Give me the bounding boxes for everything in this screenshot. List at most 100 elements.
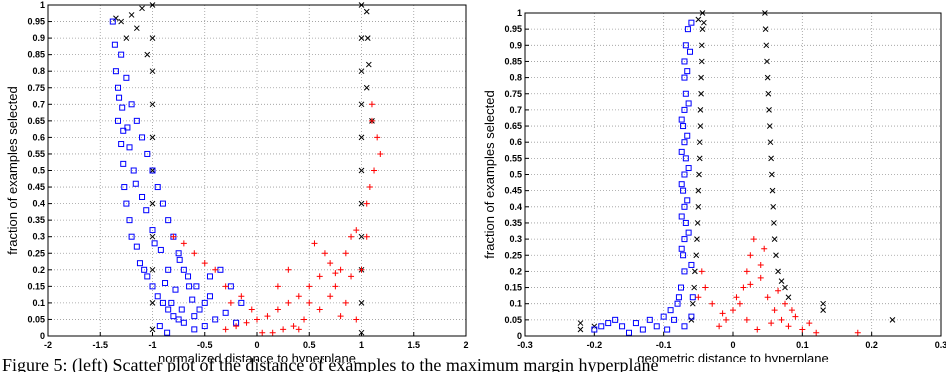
x-marker (820, 300, 826, 307)
plus-marker (201, 260, 208, 267)
square-marker (133, 117, 140, 124)
square-marker (681, 323, 688, 330)
plus-marker (290, 323, 297, 330)
x-marker (358, 200, 365, 207)
plus-marker (254, 316, 260, 323)
square-marker (639, 326, 646, 333)
square-marker (165, 306, 172, 313)
left-y-tick-label: 0.4 (32, 199, 45, 209)
square-marker (212, 316, 219, 323)
square-marker (598, 323, 605, 330)
x-marker (689, 300, 696, 307)
x-marker (149, 35, 156, 41)
x-marker (149, 167, 156, 174)
square-marker (688, 313, 695, 320)
left-y-tick-label: 0 (40, 331, 45, 341)
plus-marker (747, 281, 754, 288)
square-marker (206, 273, 213, 280)
square-marker (119, 104, 126, 111)
right-y-tick-label: 0.3 (509, 234, 522, 244)
x-marker (139, 5, 145, 12)
plus-marker (771, 307, 778, 314)
plus-marker (348, 233, 355, 240)
square-marker (681, 203, 688, 210)
x-marker (149, 101, 156, 108)
x-marker (577, 326, 584, 333)
x-marker (698, 42, 705, 49)
square-marker (685, 229, 692, 236)
plus-marker (285, 266, 292, 273)
square-marker (681, 58, 688, 65)
square-marker (126, 217, 133, 224)
left-y-tick-label: 0.3 (32, 232, 45, 242)
plus-marker (353, 316, 360, 323)
plus-marker (702, 284, 709, 291)
plus-marker (327, 293, 334, 300)
square-marker (115, 84, 122, 91)
plus-marker (274, 283, 281, 290)
x-marker (782, 284, 788, 291)
square-marker (689, 294, 696, 301)
plus-marker (227, 299, 234, 306)
plus-marker (368, 117, 375, 124)
x-marker (363, 84, 370, 91)
x-marker (358, 134, 365, 141)
plus-marker (757, 261, 764, 268)
plus-marker (332, 283, 339, 290)
right-y-tick-label: 0.2 (509, 266, 522, 276)
x-marker (365, 61, 372, 68)
square-marker (143, 207, 150, 214)
x-marker (820, 307, 826, 314)
x-marker (785, 294, 792, 301)
square-marker (681, 106, 688, 113)
x-marker (358, 68, 365, 75)
x-marker (697, 107, 704, 113)
square-marker (144, 273, 151, 280)
square-marker (688, 261, 695, 268)
square-marker (664, 326, 671, 333)
square-marker (682, 155, 689, 162)
plus-marker (337, 313, 344, 320)
square-marker (619, 323, 626, 330)
square-marker (118, 51, 125, 58)
square-marker (626, 329, 632, 336)
right-y-tick-label: 0.7 (509, 105, 522, 115)
left-series-plus (170, 101, 384, 336)
square-marker (678, 245, 685, 252)
right-series-plus (695, 236, 861, 336)
square-marker (170, 313, 177, 320)
right-y-tick-label: 0.1 (509, 299, 522, 309)
square-marker (165, 217, 172, 224)
square-marker (149, 167, 156, 174)
square-marker (684, 197, 691, 204)
x-marker (769, 187, 776, 194)
x-marker (591, 323, 598, 330)
right-y-tick-label: 0.55 (504, 153, 522, 163)
plus-marker (243, 319, 250, 326)
right-y-tick-label: 0.65 (504, 121, 522, 131)
plus-marker (233, 323, 240, 330)
plus-marker (248, 306, 255, 313)
square-marker (685, 165, 692, 172)
left-y-tick-label: 0.75 (27, 83, 45, 93)
plus-marker (792, 313, 799, 320)
right-y-tick-label: 0.95 (504, 24, 522, 34)
left-y-tick-label: 0.55 (27, 149, 45, 159)
x-marker (701, 19, 707, 26)
plus-marker (222, 283, 229, 290)
plus-marker (806, 320, 813, 327)
right-y-tick-label: 0.8 (509, 73, 522, 83)
plus-marker (757, 274, 764, 281)
left-scatter-chart: -2 -1.5 -1 -0.5 0 0.5 1 1.5 2 0 0.05 0.1 0.15 0.2 0.25… (5, 0, 469, 366)
right-x-tick-label: -0.2 (587, 340, 603, 350)
square-marker (675, 294, 682, 301)
x-marker (358, 233, 365, 240)
plus-marker (301, 316, 308, 323)
plus-marker (698, 268, 705, 275)
plus-marker (695, 294, 702, 301)
plus-marker (332, 270, 339, 277)
plus-marker (321, 250, 328, 257)
square-marker (681, 236, 688, 243)
x-marker (698, 74, 704, 81)
plus-marker (709, 300, 716, 307)
